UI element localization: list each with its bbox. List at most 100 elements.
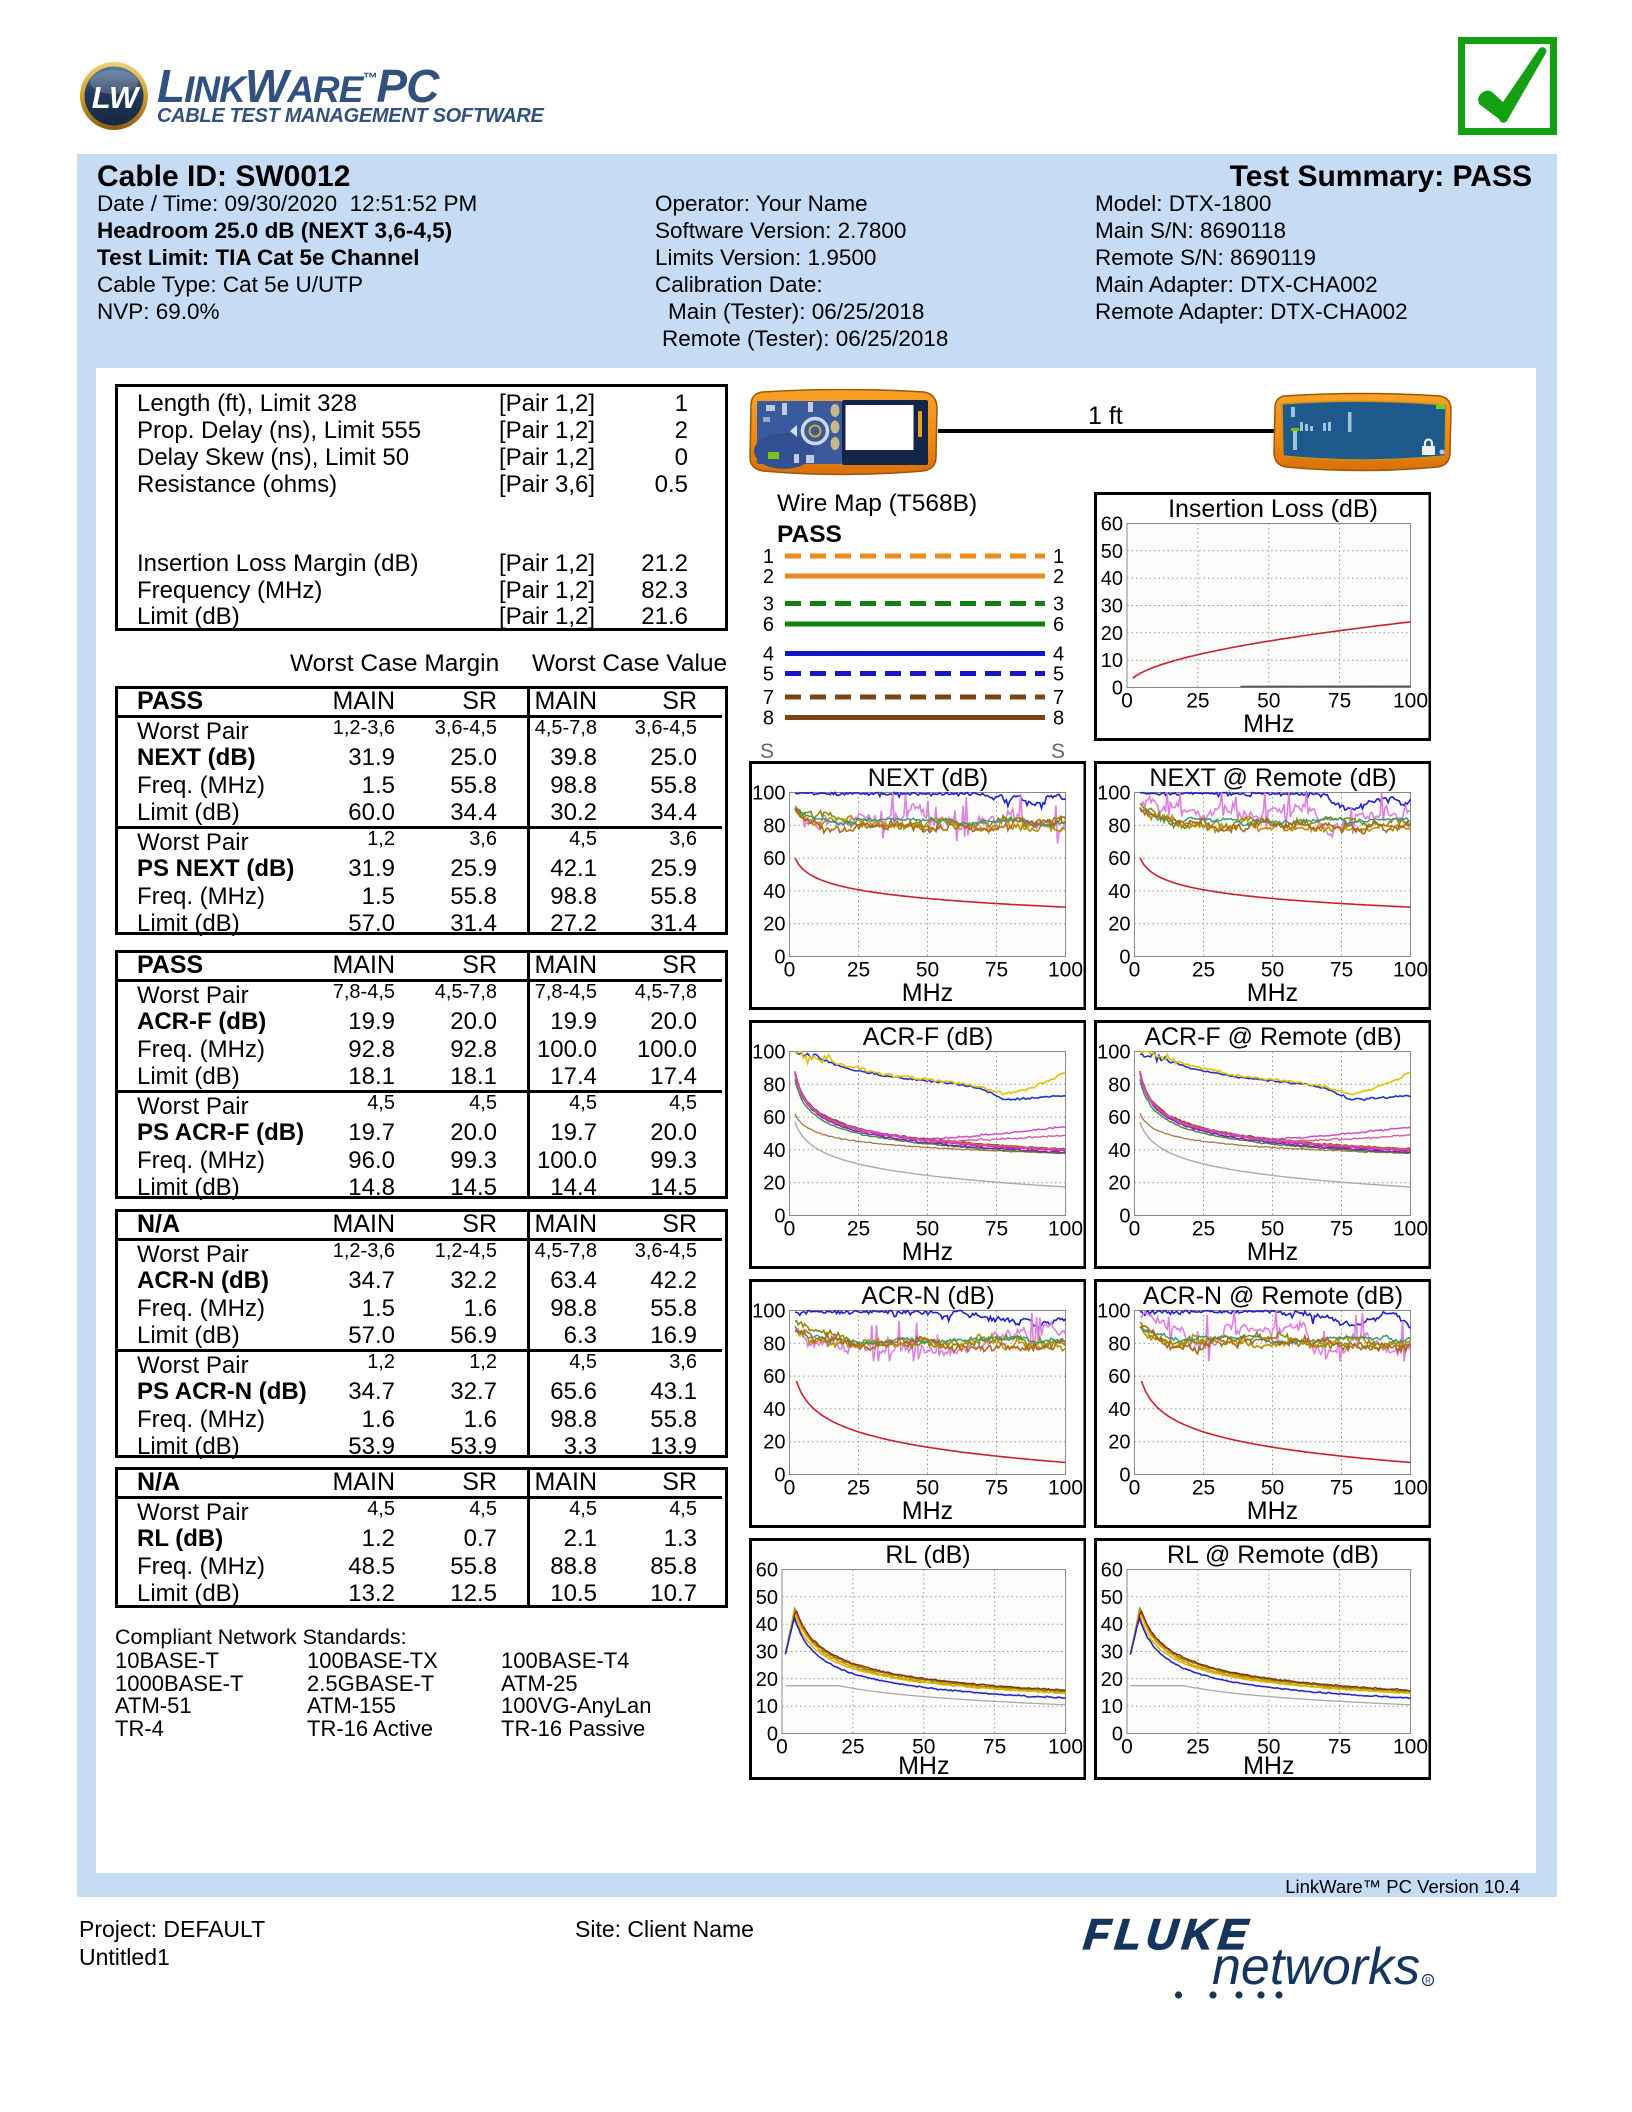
svg-text:60: 60: [1108, 848, 1130, 870]
svg-text:8: 8: [1053, 708, 1064, 730]
svg-text:75: 75: [1329, 958, 1352, 981]
svg-text:60: 60: [1108, 1107, 1130, 1129]
svg-text:50: 50: [912, 1736, 935, 1759]
svg-text:0: 0: [1111, 678, 1122, 700]
svg-text:6: 6: [1053, 614, 1064, 636]
svg-text:50: 50: [1257, 690, 1280, 713]
svg-text:100: 100: [1097, 782, 1130, 804]
svg-text:S: S: [1051, 740, 1065, 763]
svg-text:50: 50: [1260, 1217, 1283, 1240]
svg-text:0: 0: [1119, 1465, 1130, 1487]
svg-text:100: 100: [1392, 1217, 1427, 1240]
svg-text:50: 50: [1100, 1587, 1122, 1609]
svg-text:5: 5: [1053, 664, 1064, 686]
svg-text:75: 75: [982, 1736, 1005, 1759]
svg-text:MHz: MHz: [1243, 710, 1294, 738]
svg-text:100: 100: [752, 1041, 785, 1063]
svg-text:0: 0: [776, 1736, 788, 1759]
svg-text:7: 7: [1053, 687, 1064, 709]
svg-text:100: 100: [1392, 690, 1427, 713]
svg-text:80: 80: [1108, 1074, 1130, 1096]
svg-text:25: 25: [846, 958, 869, 981]
svg-text:1: 1: [1053, 546, 1064, 568]
svg-text:75: 75: [1327, 1736, 1350, 1759]
svg-text:40: 40: [1100, 1614, 1122, 1636]
svg-text:20: 20: [1108, 913, 1130, 935]
svg-text:100: 100: [1047, 1217, 1082, 1240]
svg-text:MHz: MHz: [901, 1497, 952, 1525]
svg-text:4: 4: [1053, 644, 1064, 666]
svg-text:75: 75: [1327, 690, 1350, 713]
svg-text:60: 60: [763, 1366, 785, 1388]
svg-text:MHz: MHz: [901, 1238, 952, 1266]
svg-text:10: 10: [755, 1696, 777, 1718]
svg-text:RL (dB): RL (dB): [885, 1541, 970, 1569]
svg-text:25: 25: [846, 1217, 869, 1240]
svg-text:S: S: [760, 740, 774, 763]
svg-text:20: 20: [763, 1172, 785, 1194]
svg-text:20: 20: [763, 913, 785, 935]
svg-text:MHz: MHz: [1246, 1238, 1297, 1266]
svg-text:1: 1: [763, 546, 774, 568]
svg-text:0: 0: [783, 958, 795, 981]
svg-text:100: 100: [1392, 958, 1427, 981]
svg-text:0: 0: [1111, 1724, 1122, 1746]
svg-text:25: 25: [1191, 958, 1214, 981]
svg-text:60: 60: [755, 1560, 777, 1582]
svg-text:3: 3: [1053, 594, 1064, 616]
svg-text:0: 0: [766, 1724, 777, 1746]
svg-text:R: R: [1425, 1977, 1431, 1986]
svg-text:50: 50: [915, 1217, 938, 1240]
svg-text:80: 80: [763, 1333, 785, 1355]
svg-text:0: 0: [1128, 958, 1140, 981]
svg-text:20: 20: [1108, 1172, 1130, 1194]
svg-text:60: 60: [1100, 1560, 1122, 1582]
svg-text:100: 100: [752, 1301, 785, 1323]
svg-text:0: 0: [1128, 1217, 1140, 1240]
svg-text:MHz: MHz: [901, 979, 952, 1007]
svg-text:50: 50: [1257, 1736, 1280, 1759]
svg-text:NEXT (dB): NEXT (dB): [867, 764, 987, 792]
svg-text:50: 50: [1100, 541, 1122, 563]
svg-text:60: 60: [1108, 1366, 1130, 1388]
svg-text:100: 100: [1392, 1736, 1427, 1759]
svg-text:4: 4: [763, 644, 774, 666]
svg-text:40: 40: [763, 880, 785, 902]
svg-text:40: 40: [763, 1399, 785, 1421]
svg-text:3: 3: [763, 594, 774, 616]
svg-text:40: 40: [1108, 1399, 1130, 1421]
svg-text:20: 20: [1100, 623, 1122, 645]
svg-text:40: 40: [763, 1139, 785, 1161]
svg-text:RL @ Remote (dB): RL @ Remote (dB): [1166, 1541, 1378, 1569]
svg-text:25: 25: [1186, 690, 1209, 713]
svg-text:ACR-F (dB): ACR-F (dB): [862, 1023, 993, 1051]
svg-text:LW: LW: [92, 80, 141, 115]
svg-text:40: 40: [1108, 1139, 1130, 1161]
svg-text:25: 25: [1191, 1217, 1214, 1240]
svg-text:Insertion Loss (dB): Insertion Loss (dB): [1168, 495, 1378, 523]
svg-text:30: 30: [1100, 1642, 1122, 1664]
svg-text:7: 7: [763, 687, 774, 709]
svg-text:100: 100: [752, 782, 785, 804]
svg-text:2: 2: [1053, 566, 1064, 588]
svg-text:ACR-N (dB): ACR-N (dB): [861, 1282, 994, 1310]
svg-text:60: 60: [763, 848, 785, 870]
svg-text:40: 40: [755, 1614, 777, 1636]
svg-text:0: 0: [774, 946, 785, 968]
svg-text:2: 2: [763, 566, 774, 588]
svg-text:NEXT @ Remote (dB): NEXT @ Remote (dB): [1149, 764, 1396, 792]
svg-text:75: 75: [984, 958, 1007, 981]
svg-text:100: 100: [1392, 1477, 1427, 1500]
svg-text:20: 20: [763, 1432, 785, 1454]
svg-text:8: 8: [763, 708, 774, 730]
svg-text:0: 0: [1128, 1477, 1140, 1500]
svg-text:0: 0: [1119, 1205, 1130, 1227]
svg-text:100: 100: [1097, 1301, 1130, 1323]
svg-text:0: 0: [783, 1477, 795, 1500]
svg-text:75: 75: [1329, 1217, 1352, 1240]
svg-text:80: 80: [763, 1074, 785, 1096]
svg-text:80: 80: [1108, 1333, 1130, 1355]
svg-text:6: 6: [763, 614, 774, 636]
svg-text:MHz: MHz: [1243, 1752, 1294, 1780]
svg-text:MHz: MHz: [1246, 979, 1297, 1007]
